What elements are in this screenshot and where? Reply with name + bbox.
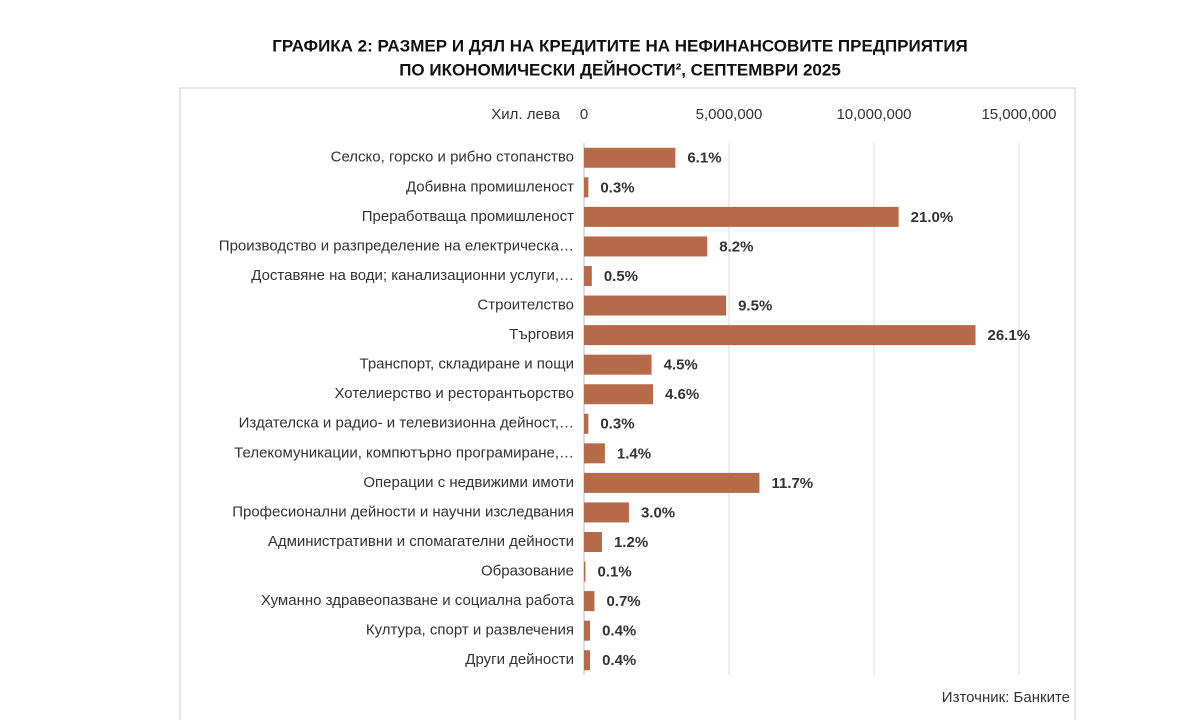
- x-tick-label: 0: [580, 106, 588, 123]
- data-label: 1.4%: [617, 445, 651, 462]
- y-tick-label: Добивна промишленост: [406, 178, 574, 195]
- x-tick-label: 15,000,000: [981, 106, 1056, 123]
- bar: [584, 591, 595, 612]
- y-tick-label: Телекомуникации, компютърно програмиране…: [234, 444, 574, 461]
- bar: [584, 620, 591, 641]
- axis-label: Хил. лева: [491, 106, 560, 123]
- y-tick-label: Издателска и радио- и телевизионна дейно…: [239, 415, 574, 432]
- data-label: 6.1%: [687, 150, 721, 167]
- y-tick-label: Професионални дейности и научни изследва…: [232, 503, 574, 520]
- y-tick-label: Образование: [481, 563, 574, 580]
- data-label: 0.4%: [602, 652, 636, 669]
- bar: [584, 443, 605, 464]
- data-label: 1.2%: [614, 534, 648, 551]
- source: Източник: Банките: [942, 689, 1070, 706]
- bar: [584, 325, 976, 346]
- data-label: 26.1%: [988, 327, 1031, 344]
- y-tick-label: Търговия: [509, 326, 574, 343]
- y-tick-label: Строителство: [477, 297, 574, 314]
- bar: [584, 266, 592, 286]
- data-label: 9.5%: [738, 298, 772, 315]
- bar: [584, 413, 589, 434]
- bar: [584, 147, 676, 168]
- data-label: 4.6%: [665, 386, 699, 403]
- bar: [584, 236, 708, 257]
- chart-title: ПО ИКОНОМИЧЕСКИ ДЕЙНОСТИ², СЕПТЕМВРИ 202…: [399, 60, 841, 79]
- y-tick-label: Хотелиерство и ресторантьорство: [334, 385, 574, 402]
- bar: [584, 177, 589, 198]
- data-label: 0.7%: [606, 593, 640, 610]
- chart-title: ГРАФИКА 2: РАЗМЕР И ДЯЛ НА КРЕДИТИТЕ НА …: [272, 36, 968, 55]
- bar: [584, 561, 586, 582]
- bar: [584, 295, 727, 316]
- bar: [584, 472, 760, 493]
- y-tick-label: Хуманно здравеопазване и социална работа: [261, 592, 575, 609]
- y-tick-label: Култура, спорт и развлечения: [366, 622, 574, 639]
- bar: [584, 532, 602, 552]
- bar: [584, 354, 652, 375]
- data-label: 0.3%: [600, 416, 634, 433]
- bar: [584, 502, 629, 523]
- data-label: 3.0%: [641, 504, 675, 521]
- y-tick-label: Административни и спомагателни дейности: [268, 533, 574, 550]
- chart-frame: [179, 87, 1076, 720]
- x-tick-label: 10,000,000: [836, 106, 911, 123]
- y-tick-label: Транспорт, складиране и пощи: [360, 356, 574, 373]
- data-label: 0.5%: [604, 268, 638, 285]
- y-tick-label: Други дейности: [465, 651, 574, 668]
- y-tick-label: Производство и разпределение на електрич…: [219, 237, 574, 254]
- bar: [584, 206, 899, 227]
- data-label: 8.2%: [719, 238, 753, 255]
- y-tick-label: Преработваща промишленост: [362, 208, 574, 225]
- y-tick-label: Операции с недвижими имоти: [363, 474, 574, 491]
- bar: [584, 384, 654, 405]
- y-tick-label: Селско, горско и рибно стопанство: [331, 149, 574, 166]
- data-label: 4.5%: [664, 357, 698, 374]
- bar: [584, 650, 591, 671]
- data-label: 21.0%: [911, 209, 954, 226]
- data-label: 0.4%: [602, 623, 636, 640]
- y-tick-label: Доставяне на води; канализационни услуги…: [251, 267, 574, 284]
- data-label: 0.3%: [600, 179, 634, 196]
- data-label: 0.1%: [597, 564, 631, 581]
- x-tick-label: 5,000,000: [696, 106, 763, 123]
- data-label: 11.7%: [771, 475, 813, 492]
